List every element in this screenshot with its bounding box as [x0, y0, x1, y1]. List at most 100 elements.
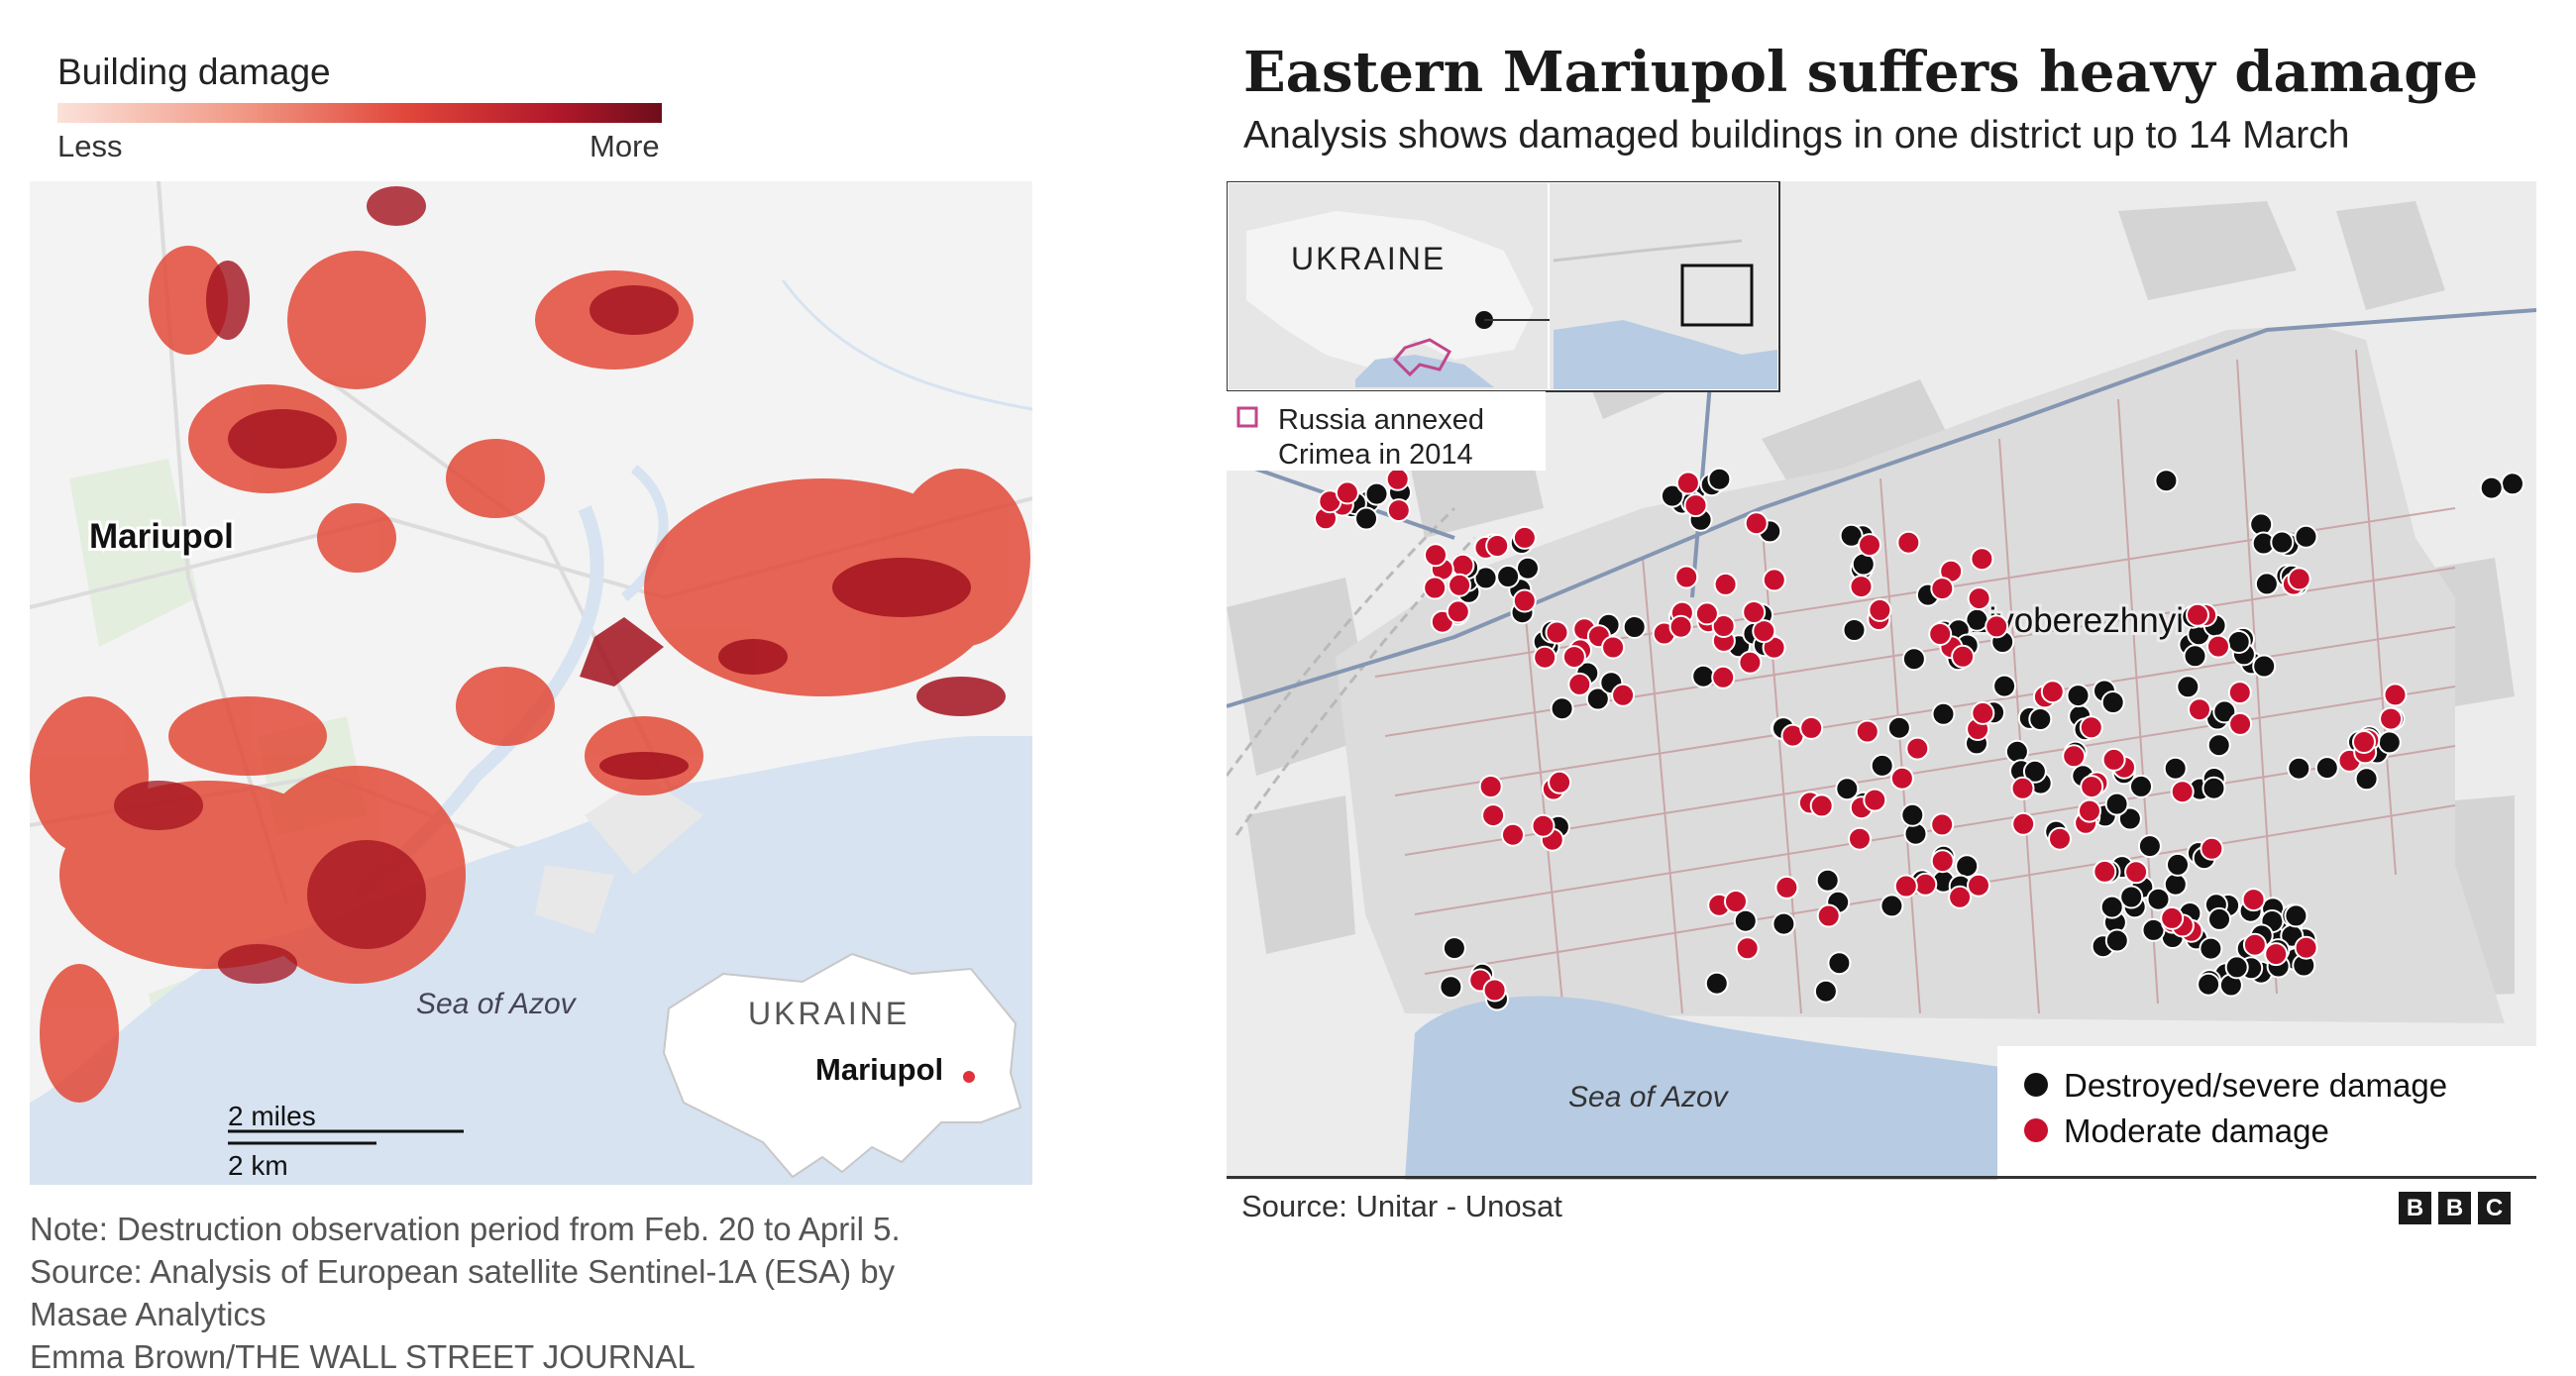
scale-miles-label: 2 miles	[228, 1101, 316, 1131]
inset-country-label: UKRAINE	[748, 996, 910, 1031]
moderate-point-8	[1450, 553, 1475, 578]
destroyed-point-58	[2206, 733, 2231, 758]
moderate-point-14	[1512, 588, 1537, 613]
moderate-point-45	[2228, 711, 2253, 736]
footer-rule	[1227, 1176, 2536, 1179]
destroyed-point-183	[1955, 854, 1980, 879]
moderate-point-44	[2227, 681, 2252, 705]
note-credit: Emma Brown/THE WALL STREET JOURNAL	[30, 1338, 696, 1375]
moderate-point-119	[2010, 776, 2035, 800]
moderate-point-97	[1863, 788, 1887, 812]
moderate-point-4	[1385, 467, 1410, 491]
moderate-point-113	[1478, 775, 1503, 798]
moderate-point-104	[1774, 875, 1799, 900]
bbc-logo-block-2: B	[2438, 1192, 2471, 1224]
moderate-point-5	[1335, 480, 1359, 505]
moderate-point-121	[2048, 826, 2072, 851]
moderate-point-115	[1482, 978, 1507, 1003]
source-credit: Source: Unitar - Unosat	[1241, 1189, 1562, 1223]
destroyed-point-75	[2294, 524, 2318, 549]
destroyed-point-22	[1660, 483, 1684, 508]
note-source-line-2: Masae Analytics	[30, 1296, 267, 1332]
sea-label: Sea of Azov	[1568, 1081, 1730, 1113]
note-observation-period: Note: Destruction observation period fro…	[30, 1211, 901, 1247]
destroyed-point-99	[2146, 887, 2171, 911]
destroyed-point-125	[2207, 906, 2231, 931]
destroyed-point-168	[1733, 908, 1758, 933]
moderate-point-127	[1948, 885, 1973, 909]
destroyed-point-173	[1439, 975, 1463, 1000]
destroyed-point-62	[2117, 806, 2142, 831]
moderate-point-31	[1849, 575, 1874, 599]
note-source-line-1: Source: Analysis of European satellite S…	[30, 1253, 896, 1290]
destroyed-point-170	[1815, 868, 1840, 893]
moderate-point-37	[2040, 680, 2065, 704]
moderate-point-106	[1724, 890, 1748, 913]
moderate-point-101	[1848, 826, 1872, 851]
moderate-point-100	[1809, 794, 1834, 818]
destroyed-point-86	[2154, 469, 2179, 493]
destroyed-point-175	[1442, 936, 1466, 961]
moderate-point-6	[1512, 525, 1537, 550]
moderate-point-123	[2078, 798, 2101, 823]
moderate-point-3	[1386, 498, 1411, 523]
bbc-logo-block-3: C	[2478, 1192, 2511, 1224]
moderate-point-63	[2160, 905, 2185, 930]
destroyed-point-163	[1886, 715, 1911, 740]
legend-more-label: More	[590, 129, 660, 163]
legend-destroyed-swatch	[2024, 1073, 2048, 1097]
locator-box	[1680, 264, 1754, 327]
moderate-point-13	[1485, 534, 1510, 558]
moderate-point-71	[1533, 645, 1557, 670]
moderate-point-34	[1985, 614, 2009, 639]
damage-cluster-east-dark	[580, 558, 1006, 780]
destroyed-point-141	[1622, 615, 1647, 639]
destroyed-point-140	[1585, 687, 1610, 711]
destroyed-point-139	[2197, 972, 2221, 997]
moderate-point-85	[1738, 650, 1763, 675]
moderate-points	[1314, 467, 2408, 1003]
moderate-point-48	[2186, 602, 2209, 627]
moderate-point-125	[1930, 812, 1955, 837]
damage-cluster-north-dark	[206, 186, 679, 469]
destroyed-point-152	[1691, 664, 1716, 688]
damage-heat-map: Mariupol Sea of Azov 2 miles 2 km UKRAIN…	[30, 181, 1032, 1185]
moderate-point-90	[1713, 572, 1738, 596]
moderate-point-65	[2242, 932, 2267, 957]
destroyed-point-84	[2501, 472, 2524, 496]
moderate-point-66	[2241, 888, 2266, 912]
destroyed-point-4	[1364, 481, 1389, 506]
moderate-point-33	[2062, 744, 2087, 769]
scale-km-label: 2 km	[228, 1150, 288, 1181]
destroyed-point-159	[1835, 777, 1860, 801]
destroyed-point-166	[1771, 911, 1796, 936]
moderate-point-128	[1893, 874, 1918, 899]
moderate-point-129	[1930, 849, 1955, 874]
moderate-point-27	[1896, 530, 1921, 555]
moderate-point-41	[2170, 780, 2195, 804]
destroyed-point-165	[1704, 971, 1729, 996]
destroyed-point-135	[2284, 903, 2308, 928]
crimea-note-line-2: Crimea in 2014	[1278, 439, 1473, 471]
moderate-point-59	[2093, 859, 2117, 884]
moderate-point-30	[1868, 597, 1892, 622]
moderate-point-24	[1858, 533, 1881, 558]
legend-moderate-label: Moderate damage	[2064, 1112, 2329, 1149]
destroyed-point-26	[1842, 618, 1867, 642]
moderate-point-124	[1967, 873, 1990, 898]
moderate-point-98	[1889, 766, 1914, 791]
moderate-point-61	[2200, 836, 2224, 861]
moderate-point-15	[1424, 543, 1448, 568]
destroyed-point-23	[1707, 467, 1732, 491]
destroyed-point-144	[1550, 696, 1574, 721]
moderate-point-18	[1744, 511, 1769, 536]
destroyed-point-15	[1496, 565, 1521, 588]
moderate-point-79	[1674, 565, 1699, 589]
moderate-point-67	[2264, 942, 2289, 967]
destroyed-point-137	[2224, 955, 2249, 980]
destroyed-point-36	[1992, 674, 2017, 698]
destroyed-point-90	[2354, 767, 2379, 792]
moderate-point-25	[1970, 547, 1994, 572]
destroyed-point-138	[2199, 936, 2223, 961]
destroyed-point-104	[2166, 852, 2190, 877]
